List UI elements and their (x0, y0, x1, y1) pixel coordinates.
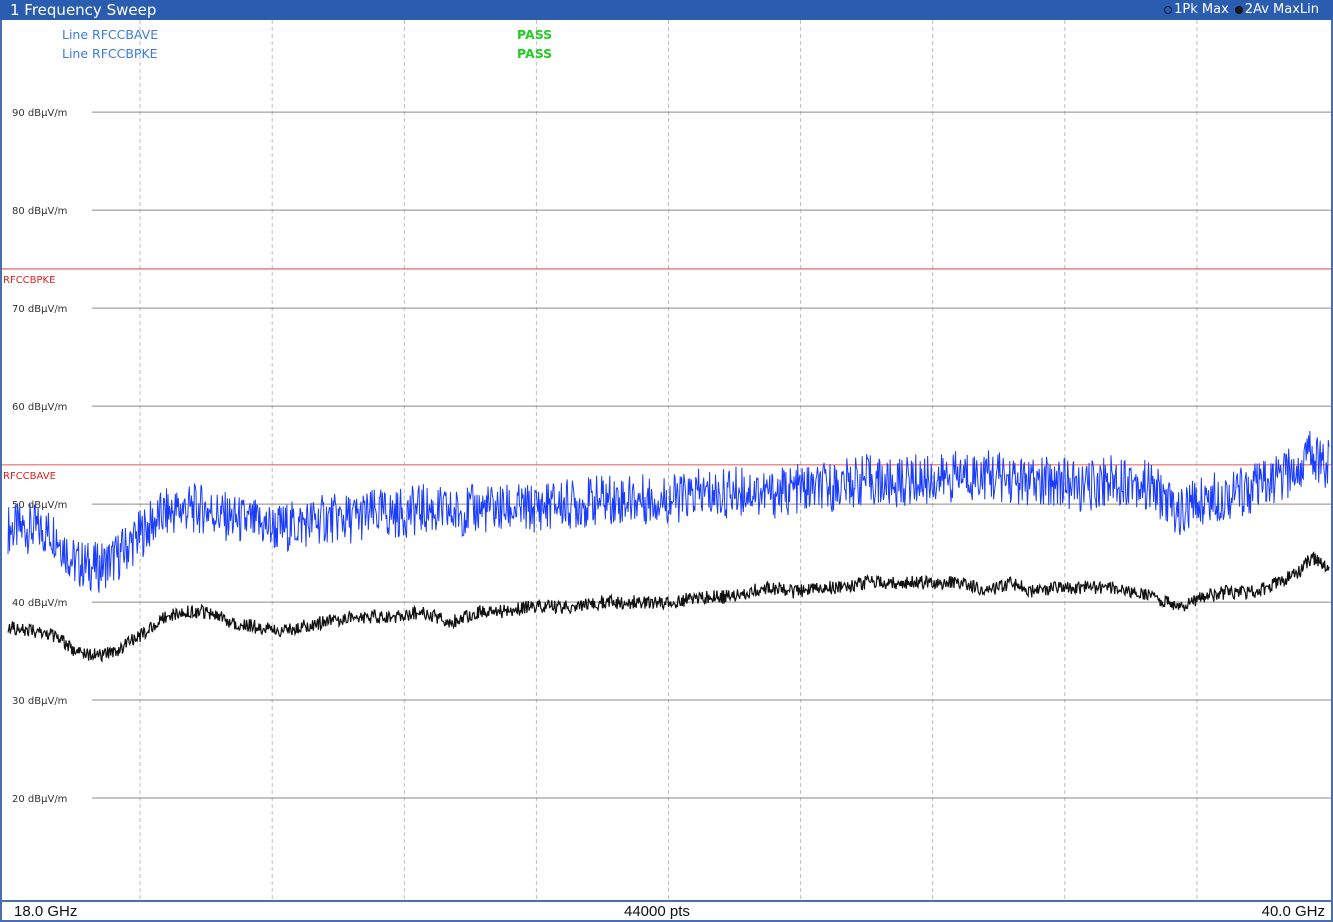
trace-legend-item-2[interactable]: 2Av MaxLin (1235, 2, 1319, 18)
y-tick-label: 90 dBµV/m (12, 108, 67, 119)
trace-1-label: 1Pk Max (1174, 2, 1229, 18)
limit-line-label: RFCCBAVE (3, 471, 56, 482)
y-tick-label: 60 dBµV/m (12, 402, 67, 413)
y-tick-label: 20 dBµV/m (12, 794, 67, 805)
limit-line-label: RFCCBPKE (3, 275, 55, 286)
y-tick-label: 30 dBµV/m (12, 696, 67, 707)
line-check-result: PASS (517, 27, 552, 42)
y-tick-label: 40 dBµV/m (12, 598, 67, 609)
start-frequency: 18.0 GHz (14, 903, 77, 920)
trace-legend-item-1[interactable]: 1Pk Max (1164, 2, 1229, 18)
plot-area[interactable]: 90 dBµV/m 80 dBµV/m 70 dBµV/m 60 dBµV/m 50 d… (0, 20, 1333, 900)
stop-frequency: 40.0 GHz (1262, 903, 1325, 920)
line-check-result: PASS (517, 46, 552, 61)
y-tick-label: 80 dBµV/m (12, 206, 67, 217)
sweep-points: 44000 pts (624, 903, 690, 920)
window-title: 1 Frequency Sweep (10, 1, 156, 19)
y-tick-label: 50 dBµV/m (12, 500, 67, 511)
y-tick-label: 70 dBµV/m (12, 304, 67, 315)
filled-circle-icon (1235, 6, 1243, 14)
trace-2-label: 2Av MaxLin (1245, 2, 1319, 18)
line-check-label: Line RFCCBAVE (62, 27, 158, 42)
status-footer: 18.0 GHz 44000 pts 40.0 GHz (0, 900, 1333, 922)
window-titlebar: 1 Frequency Sweep 1Pk Max 2Av MaxLin (0, 0, 1333, 20)
trace-legend: 1Pk Max 2Av MaxLin (1164, 2, 1319, 18)
line-check-label: Line RFCCBPKE (62, 46, 158, 61)
hollow-circle-icon (1164, 6, 1172, 14)
spectrum-chart[interactable]: 90 dBµV/m 80 dBµV/m 70 dBµV/m 60 dBµV/m 50 d… (2, 20, 1331, 900)
